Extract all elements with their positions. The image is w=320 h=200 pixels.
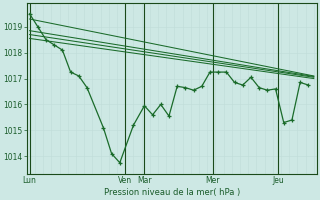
X-axis label: Pression niveau de la mer( hPa ): Pression niveau de la mer( hPa ) bbox=[104, 188, 240, 197]
